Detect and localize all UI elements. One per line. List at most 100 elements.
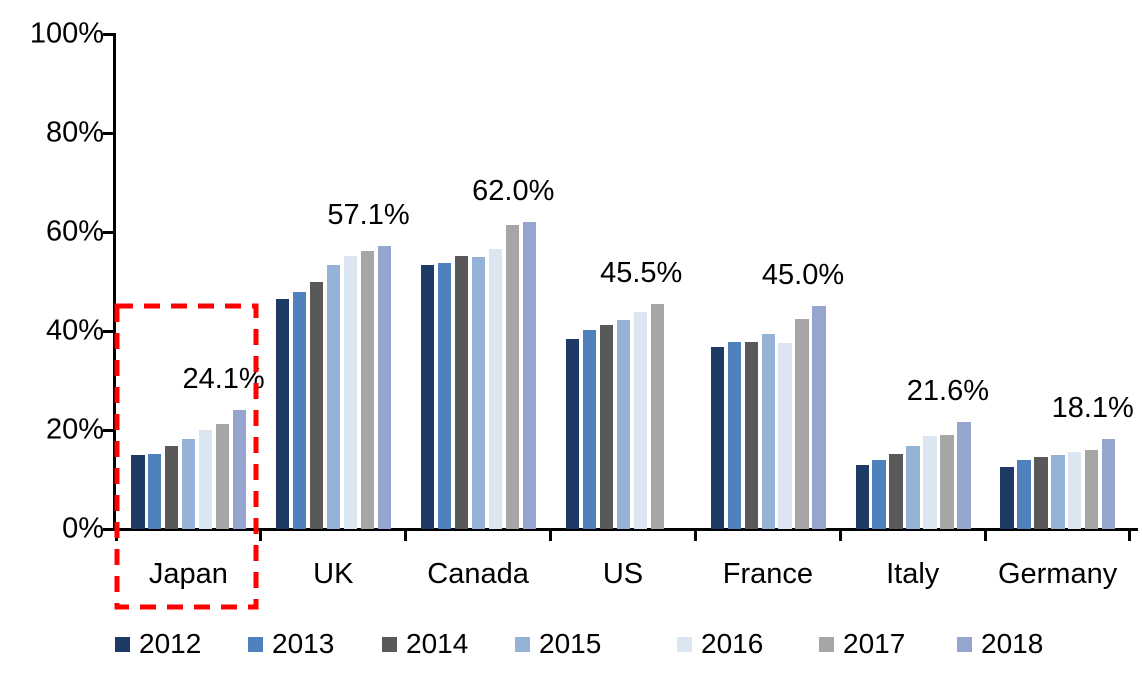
data-label-uk: 57.1%: [327, 199, 410, 232]
bar-uk-2013: [293, 292, 307, 529]
category-label-italy: Italy: [886, 558, 940, 590]
legend-item-2017: 2017: [819, 629, 905, 659]
bar-us-2016: [633, 311, 647, 529]
legend-item-2014: 2014: [382, 629, 468, 659]
legend-swatch-2016: [677, 636, 692, 652]
legend-item-2016: 2016: [677, 629, 763, 659]
bar-italy-2012: [855, 464, 869, 529]
bar-germany-2014: [1034, 457, 1048, 529]
bar-germany-2017: [1085, 450, 1099, 529]
x-tick-mark: [259, 529, 263, 541]
y-tick-label: 0%: [62, 512, 104, 545]
data-label-japan: 24.1%: [182, 362, 265, 395]
data-label-italy: 21.6%: [906, 375, 990, 408]
data-label-germany: 18.1%: [1051, 392, 1134, 425]
y-tick-mark: [103, 527, 116, 531]
bar-france-2016: [778, 343, 792, 529]
category-label-japan: Japan: [148, 558, 228, 590]
y-tick-mark: [103, 428, 116, 432]
y-tick-label: 20%: [45, 413, 104, 446]
y-tick-mark: [103, 329, 116, 333]
legend-label-2015: 2015: [539, 628, 602, 659]
bar-germany-2016: [1068, 452, 1082, 529]
x-tick-mark: [114, 529, 118, 541]
bar-japan-2016: [199, 430, 213, 529]
bar-germany-2012: [1000, 466, 1014, 529]
y-tick-label: 100%: [29, 17, 104, 50]
bar-canada-2013: [437, 263, 452, 529]
x-tick-mark: [693, 529, 697, 541]
legend-swatch-2015: [515, 636, 530, 652]
bar-us-2015: [616, 320, 630, 529]
category-label-france: France: [722, 558, 814, 590]
bar-canada-2012: [420, 265, 435, 529]
bar-italy-2018: [957, 422, 971, 529]
data-label-canada: 62.0%: [472, 175, 555, 208]
legend-label-2018: 2018: [981, 628, 1044, 659]
bar-japan-2014: [165, 445, 179, 529]
bar-italy-2016: [923, 435, 937, 529]
data-label-france: 45.0%: [761, 259, 845, 292]
legend-item-2018: 2018: [957, 629, 1043, 659]
bar-italy-2014: [889, 454, 903, 529]
bar-italy-2013: [872, 459, 886, 529]
bar-japan-2017: [215, 423, 230, 529]
y-tick-mark: [103, 131, 116, 135]
bar-us-2017: [650, 303, 664, 529]
bar-japan-2013: [148, 454, 162, 529]
category-label-us: US: [602, 558, 644, 590]
x-tick-mark: [983, 529, 987, 541]
bar-canada-2017: [505, 224, 520, 529]
y-tick-label: 80%: [45, 116, 104, 149]
y-tick-label: 40%: [45, 314, 104, 347]
y-tick-label: 60%: [45, 215, 104, 248]
bar-uk-2015: [326, 265, 341, 529]
x-tick-mark: [1128, 529, 1132, 541]
x-axis: [112, 528, 1138, 531]
legend-item-2013: 2013: [248, 629, 334, 659]
legend-label-2016: 2016: [701, 628, 764, 659]
y-tick-mark: [103, 32, 116, 36]
bar-uk-2012: [276, 299, 290, 529]
legend-swatch-2014: [382, 636, 397, 652]
data-label-us: 45.5%: [600, 256, 683, 289]
legend-item-2015: 2015: [515, 629, 601, 659]
bar-japan-2012: [131, 455, 145, 529]
legend-swatch-2012: [115, 636, 130, 652]
y-tick-mark: [103, 230, 116, 234]
bar-france-2014: [744, 341, 758, 529]
legend-item-2012: 2012: [115, 629, 201, 659]
legend-label-2012: 2012: [139, 628, 202, 659]
bar-france-2018: [812, 306, 826, 530]
legend-label-2017: 2017: [843, 628, 906, 659]
bar-japan-2015: [182, 438, 196, 529]
category-label-germany: Germany: [997, 558, 1118, 590]
legend-swatch-2013: [248, 636, 263, 652]
bar-us-2014: [599, 325, 614, 529]
bar-france-2017: [795, 319, 809, 529]
legend-label-2014: 2014: [406, 628, 469, 659]
bar-germany-2015: [1051, 455, 1065, 529]
y-axis: [113, 33, 116, 530]
x-tick-mark: [549, 529, 553, 541]
bar-uk-2017: [360, 251, 375, 529]
bar-france-2015: [761, 334, 775, 529]
bar-canada-2016: [488, 248, 503, 529]
bar-france-2012: [710, 347, 724, 529]
bar-canada-2014: [454, 255, 469, 529]
legend-swatch-2018: [957, 636, 972, 652]
bar-italy-2017: [940, 434, 954, 529]
legend-label-2013: 2013: [272, 628, 335, 659]
bar-canada-2018: [522, 222, 536, 529]
bar-japan-2018: [232, 409, 247, 529]
category-label-uk: UK: [313, 558, 354, 590]
bar-canada-2015: [471, 256, 486, 530]
bar-uk-2018: [377, 246, 392, 529]
category-label-canada: Canada: [427, 558, 529, 590]
bar-germany-2013: [1017, 460, 1031, 529]
x-tick-mark: [838, 529, 842, 541]
legend-swatch-2017: [819, 636, 834, 652]
bar-germany-2018: [1102, 439, 1116, 529]
bar-france-2013: [727, 341, 741, 529]
